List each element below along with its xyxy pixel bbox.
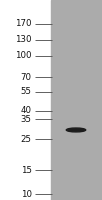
Text: 15: 15 <box>21 166 32 175</box>
Text: 40: 40 <box>21 106 32 115</box>
Ellipse shape <box>66 128 86 132</box>
Text: 55: 55 <box>21 87 32 96</box>
Text: 100: 100 <box>15 51 32 60</box>
Text: 10: 10 <box>21 190 32 199</box>
Text: 130: 130 <box>15 35 32 44</box>
Text: 70: 70 <box>21 73 32 82</box>
Text: 25: 25 <box>21 135 32 144</box>
Bar <box>51 0 102 200</box>
Text: 35: 35 <box>21 115 32 124</box>
Text: 170: 170 <box>15 19 32 28</box>
